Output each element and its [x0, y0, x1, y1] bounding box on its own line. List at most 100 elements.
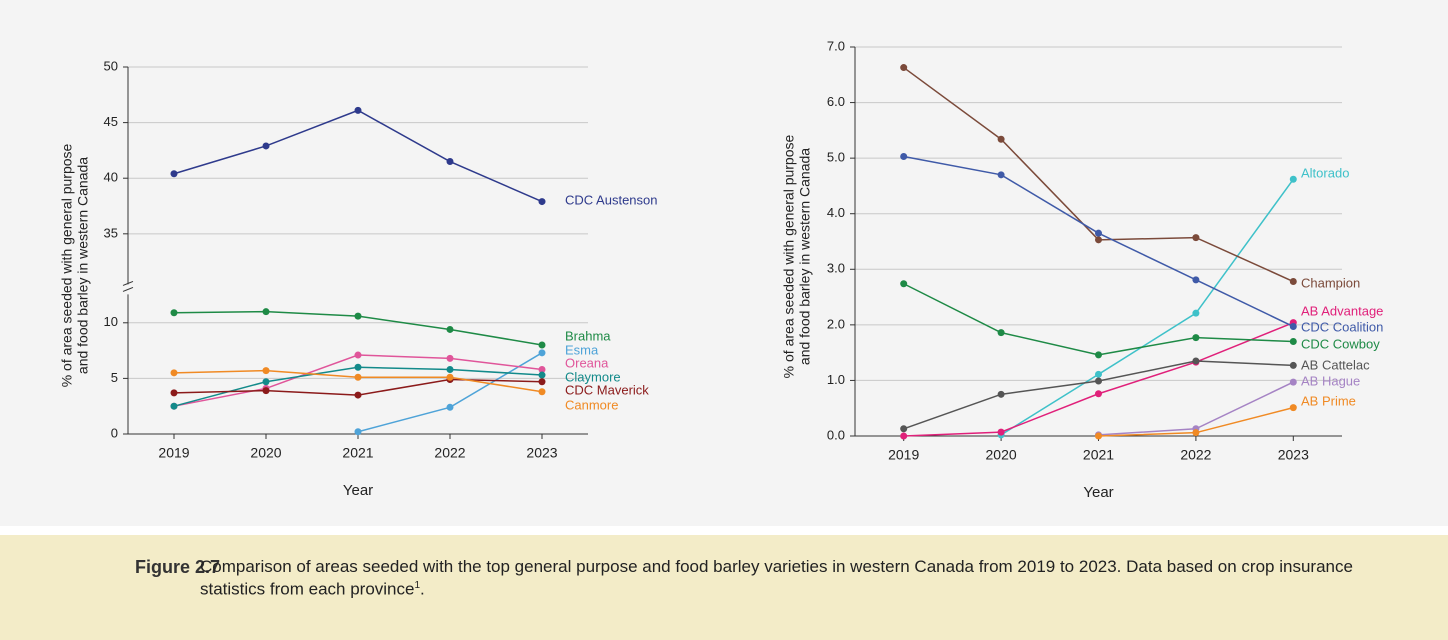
- data-point: [262, 142, 270, 150]
- data-point: [1192, 234, 1200, 242]
- data-point: [262, 387, 270, 395]
- data-point: [354, 363, 362, 371]
- data-point: [1095, 229, 1102, 237]
- data-point: [900, 64, 908, 72]
- x-tick-label: 2022: [434, 445, 465, 461]
- y-tick-label: 35: [104, 225, 118, 240]
- x-tick-label: 2023: [1278, 447, 1309, 463]
- x-tick-label: 2021: [342, 445, 373, 461]
- data-point: [1289, 323, 1297, 331]
- data-point: [446, 158, 454, 166]
- y-tick-label: 10: [104, 314, 118, 329]
- data-point: [1192, 357, 1200, 365]
- data-point: [262, 378, 270, 386]
- data-point: [538, 378, 546, 386]
- data-point: [170, 309, 178, 317]
- data-point: [262, 367, 270, 375]
- data-point: [446, 403, 454, 411]
- data-point: [354, 351, 362, 359]
- series-label: Champion: [1301, 275, 1360, 290]
- data-point: [1289, 175, 1297, 183]
- data-point: [997, 329, 1005, 337]
- data-point: [446, 354, 454, 362]
- y-tick-label: 0: [111, 425, 118, 440]
- data-point: [354, 391, 362, 399]
- y-tick-label: 6.0: [827, 94, 845, 109]
- data-point: [538, 341, 546, 349]
- series-label: Claymore: [565, 369, 621, 384]
- series-label: Canmore: [565, 397, 618, 412]
- data-point: [1289, 338, 1297, 346]
- data-point: [1095, 432, 1102, 440]
- series-label: Altorado: [1301, 165, 1349, 180]
- caption-text: Comparison of areas seeded with the top …: [200, 557, 1380, 599]
- data-point: [900, 425, 908, 433]
- data-point: [354, 312, 362, 320]
- series-label: Brahma: [565, 328, 611, 343]
- y-axis-title: % of area seeded with general purpose: [781, 134, 797, 378]
- data-point: [997, 171, 1005, 179]
- y-axis-title: and food barley in western Canada: [797, 148, 813, 365]
- y-tick-label: 1.0: [827, 372, 845, 387]
- y-tick-label: 5: [111, 370, 118, 385]
- y-tick-label: 7.0: [827, 38, 845, 53]
- x-tick-label: 2021: [1083, 447, 1114, 463]
- y-tick-label: 5.0: [827, 150, 845, 165]
- series-label: AB Hague: [1301, 373, 1360, 388]
- data-point: [1289, 378, 1297, 386]
- y-tick-label: 40: [104, 170, 118, 185]
- x-tick-label: 2020: [250, 445, 281, 461]
- data-point: [900, 280, 908, 288]
- data-point: [538, 349, 546, 357]
- data-point: [538, 198, 546, 206]
- data-point: [900, 152, 908, 160]
- y-tick-label: 3.0: [827, 261, 845, 276]
- x-tick-label: 2019: [888, 447, 919, 463]
- data-point: [1095, 370, 1102, 378]
- axis-break: [122, 280, 134, 286]
- caption: Figure 2.7 Comparison of areas seeded wi…: [0, 535, 1448, 640]
- data-point: [1289, 278, 1297, 286]
- caption-body: Comparison of areas seeded with the top …: [200, 557, 1353, 599]
- data-point: [1289, 404, 1297, 412]
- chart-background: [0, 0, 1448, 526]
- data-point: [997, 390, 1005, 398]
- data-point: [538, 371, 546, 379]
- y-tick-label: 2.0: [827, 316, 845, 331]
- figure-label: Figure 2.7: [135, 557, 221, 577]
- series-line: [1000, 178, 1294, 436]
- y-tick-label: 45: [104, 114, 118, 129]
- data-point: [170, 389, 178, 397]
- data-point: [170, 402, 178, 410]
- x-tick-label: 2019: [158, 445, 189, 461]
- data-point: [1289, 361, 1297, 369]
- data-point: [446, 373, 454, 381]
- series-label: AB Prime: [1301, 393, 1356, 408]
- data-point: [1095, 377, 1102, 385]
- y-tick-label: 0.0: [827, 427, 845, 442]
- series-label: Esma: [565, 342, 599, 357]
- data-point: [446, 365, 454, 373]
- data-point: [900, 432, 908, 440]
- data-point: [1095, 236, 1102, 244]
- data-point: [1095, 390, 1102, 398]
- series-label: CDC Austenson: [565, 192, 658, 207]
- x-tick-label: 2023: [526, 445, 557, 461]
- data-point: [170, 170, 178, 178]
- caption-end: .: [420, 579, 425, 599]
- axis-break: [122, 286, 134, 292]
- data-point: [997, 428, 1005, 436]
- data-point: [538, 365, 546, 373]
- data-point: [1192, 276, 1200, 284]
- data-point: [262, 308, 270, 316]
- data-point: [446, 325, 454, 333]
- data-point: [538, 388, 546, 396]
- y-tick-label: 4.0: [827, 205, 845, 220]
- data-point: [1095, 351, 1102, 359]
- x-tick-label: 2022: [1180, 447, 1211, 463]
- y-tick-label: 50: [104, 58, 118, 73]
- data-point: [1192, 429, 1200, 437]
- x-axis-title: Year: [1083, 484, 1113, 501]
- series-label: CDC Coalition: [1301, 319, 1383, 334]
